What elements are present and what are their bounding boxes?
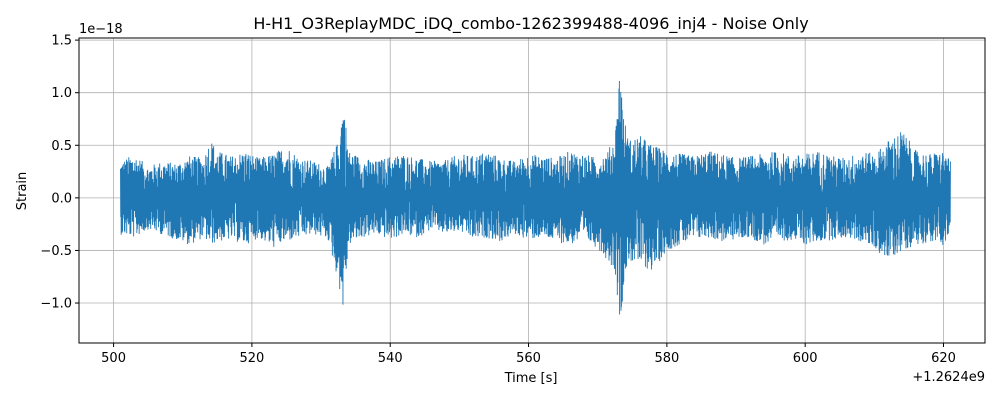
y-tick-label: −1.0 (40, 297, 72, 312)
x-tick-label: 540 (378, 351, 403, 366)
chart-title: H-H1_O3ReplayMDC_iDQ_combo-1262399488-40… (253, 14, 808, 34)
x-tick-label: 620 (931, 351, 956, 366)
y-tick-label: 0.5 (51, 139, 72, 154)
y-scale-label: 1e−18 (79, 22, 123, 37)
y-tick-label: −0.5 (40, 244, 72, 259)
y-tick-label: 1.5 (51, 34, 72, 49)
plot-frame (78, 37, 986, 344)
y-tick-label: 0.0 (51, 191, 72, 206)
axis-ticks: 500 520 540 560 580 600 620 −1.0 −0.5 0.0 0.5 1.0 1.… (40, 34, 955, 366)
y-axis-label: Strain (15, 172, 30, 211)
data-area (120, 81, 951, 315)
x-tick-label: 520 (239, 351, 264, 366)
x-tick-label: 580 (654, 351, 679, 366)
x-tick-label: 560 (516, 351, 541, 366)
y-tick-label: 1.0 (51, 86, 72, 101)
x-offset-label: +1.2624e9 (912, 370, 985, 385)
x-tick-label: 500 (101, 351, 126, 366)
x-tick-label: 600 (793, 351, 818, 366)
x-axis-label: Time [s] (504, 371, 558, 386)
strain-series-line (120, 81, 951, 315)
